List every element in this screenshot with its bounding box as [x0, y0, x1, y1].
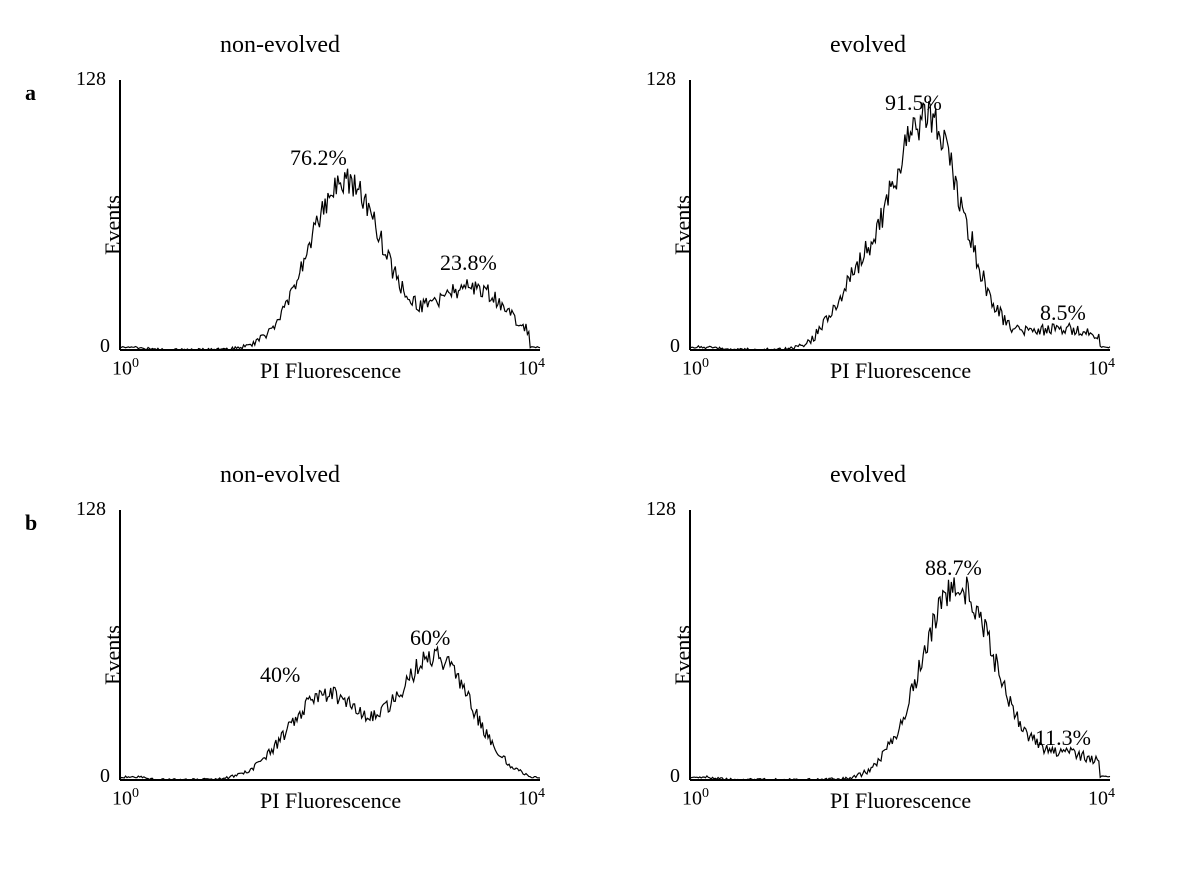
xlabel-a-right: PI Fluorescence	[830, 358, 971, 384]
xlabel-a-left: PI Fluorescence	[260, 358, 401, 384]
peak2-label-a-left: 23.8%	[440, 250, 497, 276]
ytick-min-a-right: 0	[670, 335, 680, 358]
peak2-label-b-right: 11.3%	[1035, 725, 1091, 751]
col-title-b-right: evolved	[830, 462, 906, 489]
ytick-max-a-right: 128	[646, 68, 676, 91]
ylabel-a-right: Events	[670, 195, 696, 255]
peak2-label-b-left: 60%	[410, 625, 450, 651]
peak1-label-b-left: 40%	[260, 662, 300, 688]
panel-a-left: Events PI Fluorescence 128 0 100 104 76.…	[120, 80, 540, 350]
ylabel-a-left: Events	[100, 195, 126, 255]
peak1-label-a-right: 91.5%	[885, 90, 942, 116]
xtick-max-b-right: 104	[1088, 786, 1115, 811]
panel-b-left: Events PI Fluorescence 128 0 100 104 40%…	[120, 510, 540, 780]
xlabel-b-left: PI Fluorescence	[260, 788, 401, 814]
col-title-a-right: evolved	[830, 32, 906, 59]
ytick-max-a-left: 128	[76, 68, 106, 91]
peak2-label-a-right: 8.5%	[1040, 300, 1086, 326]
ytick-min-b-right: 0	[670, 765, 680, 788]
col-title-b-left: non-evolved	[220, 462, 340, 489]
plot-b-left	[120, 510, 540, 780]
xtick-min-a-left: 100	[112, 356, 139, 381]
xtick-min-b-right: 100	[682, 786, 709, 811]
xlabel-b-right: PI Fluorescence	[830, 788, 971, 814]
panel-label-b: b	[25, 510, 37, 536]
ytick-max-b-left: 128	[76, 498, 106, 521]
xtick-min-a-right: 100	[682, 356, 709, 381]
xtick-max-a-left: 104	[518, 356, 545, 381]
ytick-min-a-left: 0	[100, 335, 110, 358]
xtick-min-b-left: 100	[112, 786, 139, 811]
peak1-label-a-left: 76.2%	[290, 145, 347, 171]
xtick-max-b-left: 104	[518, 786, 545, 811]
ytick-max-b-right: 128	[646, 498, 676, 521]
xtick-max-a-right: 104	[1088, 356, 1115, 381]
panel-label-a: a	[25, 80, 36, 106]
figure-root: a b non-evolved evolved non-evolved evol…	[0, 0, 1200, 893]
plot-a-left	[120, 80, 540, 350]
panel-b-right: Events PI Fluorescence 128 0 100 104 88.…	[690, 510, 1110, 780]
peak1-label-b-right: 88.7%	[925, 555, 982, 581]
panel-a-right: Events PI Fluorescence 128 0 100 104 91.…	[690, 80, 1110, 350]
ytick-min-b-left: 0	[100, 765, 110, 788]
col-title-a-left: non-evolved	[220, 32, 340, 59]
ylabel-b-left: Events	[100, 625, 126, 685]
ylabel-b-right: Events	[670, 625, 696, 685]
